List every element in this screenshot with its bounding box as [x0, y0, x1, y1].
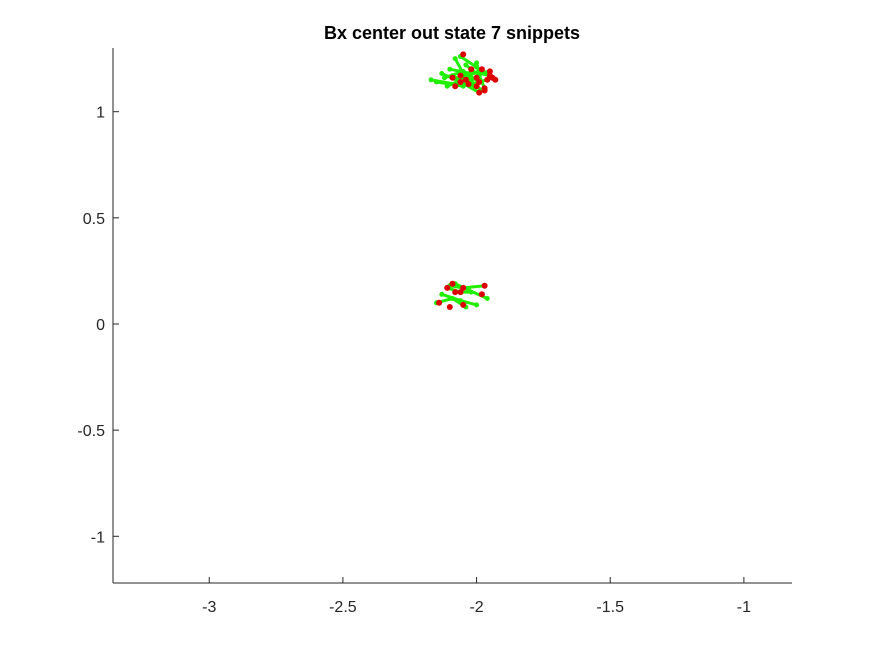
- endpoint-marker: [481, 282, 488, 289]
- y-tick-label: 1: [96, 105, 105, 122]
- chart-title: Bx center out state 7 snippets: [324, 23, 580, 43]
- snippet-point: [474, 302, 480, 308]
- snippet-point: [450, 296, 455, 301]
- endpoint-marker: [468, 66, 475, 73]
- endpoint-marker: [478, 66, 485, 73]
- endpoint-marker: [446, 304, 453, 310]
- snippet-point: [476, 71, 482, 76]
- snippet-point: [474, 60, 480, 66]
- x-tick-label: -2: [469, 599, 483, 616]
- snippet-point: [468, 289, 474, 295]
- snippet-point: [484, 296, 490, 301]
- y-tick-label: -1: [91, 529, 105, 546]
- x-tick-label: -3: [202, 599, 216, 616]
- endpoint-marker: [460, 51, 467, 58]
- endpoint-marker: [465, 81, 472, 88]
- endpoint-marker: [486, 68, 493, 75]
- snippet-point: [442, 75, 447, 81]
- endpoint-marker: [481, 87, 488, 94]
- endpoint-marker: [449, 74, 456, 81]
- endpoint-marker: [473, 74, 480, 81]
- snippet-point: [452, 56, 458, 62]
- tick-layer: -3 -2.5 -2 -1.5 -1 -1 -0.5 0 0.5 1: [77, 105, 751, 616]
- endpoint-marker: [444, 284, 451, 291]
- y-tick-label: 0.5: [83, 211, 105, 228]
- axes-layer: [112, 48, 792, 584]
- x-tick-label: -1: [737, 599, 751, 616]
- snippet-point: [447, 66, 453, 72]
- data-layer: [428, 51, 499, 310]
- endpoint-marker: [457, 72, 464, 79]
- snippet-point: [460, 68, 466, 74]
- endpoint-marker: [478, 291, 485, 298]
- endpoint-marker: [457, 79, 464, 85]
- snippet-point: [439, 291, 445, 297]
- y-tick-label: 0: [96, 317, 105, 334]
- y-tick-label: -0.5: [77, 423, 105, 440]
- x-tick-label: -2.5: [329, 599, 357, 616]
- endpoint-marker: [452, 83, 459, 90]
- endpoint-marker: [452, 289, 459, 296]
- x-tick-label: -1.5: [596, 599, 624, 616]
- endpoint-marker: [460, 301, 467, 308]
- snippet-point: [463, 62, 469, 68]
- endpoint-marker: [476, 89, 483, 96]
- endpoint-marker: [492, 76, 499, 83]
- snippet-point: [434, 79, 439, 85]
- snippet-point: [428, 77, 434, 83]
- endpoint-marker: [486, 72, 493, 79]
- endpoint-marker: [449, 280, 456, 287]
- endpoint-marker: [476, 79, 483, 85]
- endpoint-marker: [436, 299, 443, 306]
- endpoint-marker: [462, 76, 469, 83]
- endpoint-marker: [457, 289, 464, 296]
- snippet-point: [439, 71, 445, 76]
- snippet-point: [444, 83, 450, 89]
